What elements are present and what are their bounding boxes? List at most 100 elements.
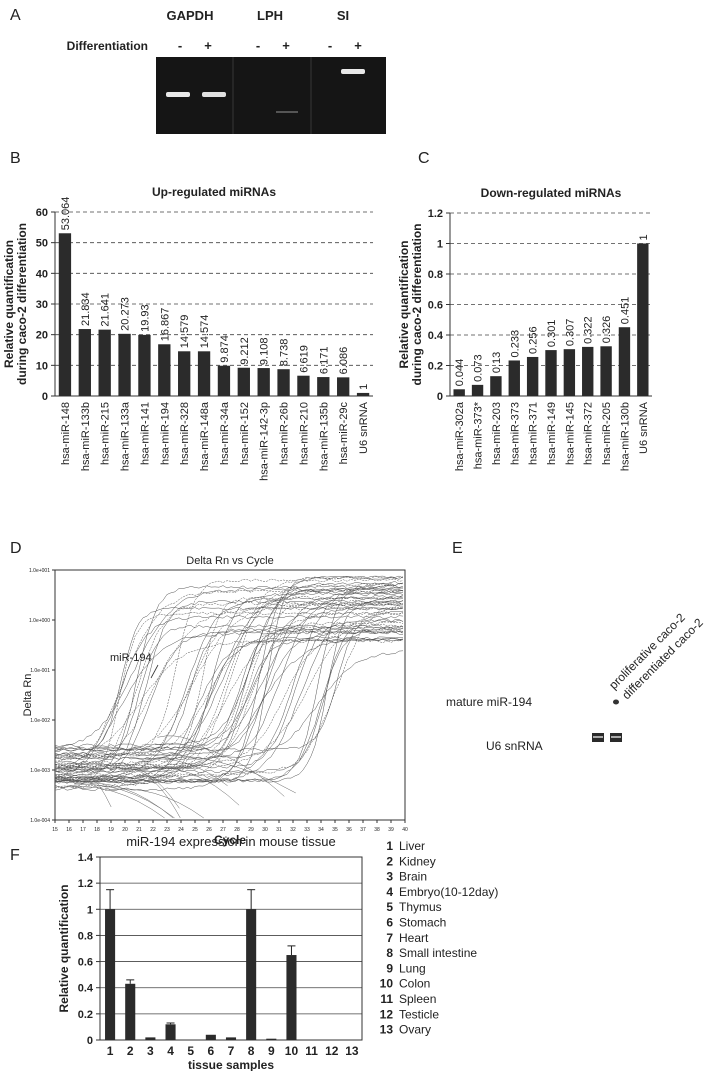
x-tick-label: 26 [206,827,212,833]
value-label: 6.171 [318,347,330,375]
lane-sign: - [178,38,182,53]
x-tick-label: hsa-miR-215 [100,402,112,465]
y-tick-label: 0 [87,1035,93,1047]
value-label: 21.641 [100,293,112,327]
x-tick-label: 31 [276,827,282,833]
x-axis-label: tissue samples [188,1058,274,1071]
bar [490,376,501,396]
y-tick-label: 1.0e-001 [30,668,50,674]
legend-label: Liver [399,839,425,853]
value-label: 16.867 [159,308,171,342]
bar [138,335,150,396]
legend-label: Colon [399,977,430,991]
x-tick-label: 29 [248,827,254,833]
value-label: 0.451 [619,297,631,325]
value-label: 1 [638,234,650,240]
x-tick-label: 12 [325,1044,339,1058]
bar [317,377,329,396]
x-tick-label: 1 [107,1044,114,1058]
bar [226,1037,236,1040]
legend-label: Small intestine [399,946,477,960]
value-label: 0.13 [491,352,503,373]
bar [637,244,648,397]
lane-sign: + [354,38,362,53]
x-tick-label: 8 [248,1044,255,1058]
legend-number: 11 [380,992,393,1006]
y-axis-label: during caco-2 differentiation [410,223,424,385]
panel-label: A [10,7,21,24]
y-tick-label: 1 [87,904,93,916]
x-tick-label: 5 [187,1044,194,1058]
x-tick-label: 3 [147,1044,154,1058]
x-tick-label: 36 [346,827,352,833]
value-label: 0.326 [601,316,613,344]
bar [258,368,270,396]
legend-label: Testicle [399,1007,439,1021]
bar [99,330,111,396]
gene-label: GAPDH [167,8,214,23]
y-tick-label: 30 [36,299,48,311]
lane-sign: - [328,38,332,53]
x-tick-label: 4 [167,1044,174,1058]
amplification-curve [55,616,403,768]
x-tick-label: 13 [345,1044,359,1058]
value-label: 0.044 [454,359,466,387]
legend-label: Spleen [399,992,436,1006]
x-tick-label: hsa-miR-373 [509,402,521,465]
x-tick-label: 10 [285,1044,299,1058]
x-tick-label: hsa-miR-194 [159,402,171,465]
y-axis-label: Relative quantification [397,240,411,368]
row-label: U6 snRNA [486,739,543,753]
y-tick-label: 1.2 [428,208,443,220]
amplification-curve [55,631,403,758]
chart-title: Up-regulated miRNAs [152,185,276,199]
y-tick-label: 0.4 [78,983,94,995]
x-tick-label: 34 [318,827,324,833]
x-tick-label: 25 [192,827,198,833]
panel-label: C [418,150,430,167]
bar [600,346,611,396]
value-label: 0.256 [528,326,540,354]
x-tick-label: 11 [305,1044,318,1058]
bar [105,909,115,1040]
x-tick-label: 2 [127,1044,134,1058]
bar [619,327,630,396]
legend-number: 2 [386,854,393,868]
y-tick-label: 40 [36,268,48,280]
x-tick-label: hsa-miR-328 [179,402,191,465]
bar [178,351,190,396]
x-tick-label: hsa-miR-135b [318,402,330,471]
x-tick-label: hsa-miR-373* [473,401,485,469]
lane-sign: - [256,38,260,53]
y-tick-label: 0 [42,391,48,403]
x-tick-label: U6 snRNA [638,401,650,454]
x-tick-label: hsa-miR-149 [546,402,558,465]
bar [357,393,369,396]
gene-label: SI [337,8,349,23]
value-label: 53.064 [60,197,72,231]
y-tick-label: 0.2 [428,361,443,373]
amplification-curve [55,638,403,773]
value-label: 0.073 [473,354,485,382]
bar [545,350,556,396]
value-label: 9.108 [259,338,271,366]
bar [582,347,593,396]
x-tick-label: 20 [122,827,128,833]
y-axis-label: during caco-2 differentiation [15,223,29,385]
x-tick-label: hsa-miR-210 [298,402,310,465]
amplification-curve [55,577,403,782]
y-tick-label: 1 [437,239,443,251]
x-tick-label: 17 [80,827,86,833]
x-tick-label: 39 [388,827,394,833]
value-label: 0.233 [509,330,521,358]
amplification-curve [55,583,403,782]
y-tick-label: 1.0e-002 [30,718,50,724]
x-tick-label: hsa-miR-371 [528,402,540,465]
row-label: mature miR-194 [446,695,532,709]
y-tick-label: 0.8 [428,269,443,281]
bar [564,349,575,396]
x-tick-label: 23 [164,827,170,833]
bar [246,909,256,1040]
gel-image [156,57,386,134]
value-label: 14.579 [179,315,191,349]
